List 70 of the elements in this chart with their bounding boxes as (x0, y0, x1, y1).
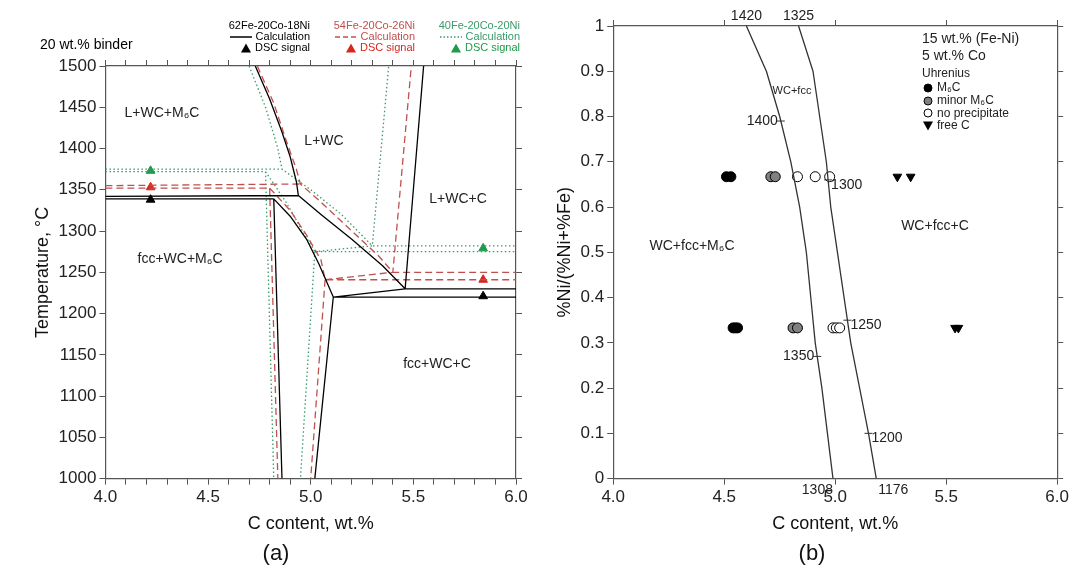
x-axis-title: C content, wt.% (247, 512, 374, 533)
y-tick-label: 1150 (59, 344, 97, 364)
text: 54Fe-20Co-26Ni (332, 19, 415, 31)
y-tick-label: 1 (594, 15, 605, 35)
legend-label: Calculation (255, 30, 310, 42)
x-tick-label: 6.0 (1045, 487, 1069, 507)
text: 40Fe-20Co-20Ni (437, 19, 520, 31)
x-tick-label: 4.0 (93, 487, 118, 507)
y-tick-label: 1350 (58, 179, 97, 199)
y-axis-title: Temperature, °C (31, 206, 52, 338)
y-tick-label: 0.3 (580, 332, 605, 352)
annotation: fcc+WC+C (403, 355, 471, 371)
x-tick-label: 4.0 (601, 487, 626, 507)
y-tick-label: 0.7 (580, 151, 605, 171)
annotation: 15 wt.% (Fe-Ni) (922, 30, 1020, 47)
annotation: 1350 (783, 347, 815, 364)
legend-label: Calculation (465, 30, 520, 42)
annotation: 1250 (850, 316, 882, 333)
y-tick-label: 1300 (58, 220, 97, 240)
annotation: L+WC+M₆C (124, 104, 200, 120)
legend-label: no precipitate (937, 105, 1010, 120)
x-axis-title: C content, wt.% (772, 512, 899, 533)
annotation: L+WC+C (429, 190, 487, 206)
annotation: 5 wt.% Co (922, 47, 987, 64)
text: (a) (262, 539, 290, 565)
y-tick-label: 0.6 (580, 196, 605, 216)
legend-label: M₆C (937, 80, 961, 94)
x-tick-label: 5.5 (934, 487, 959, 507)
y-axis-title: %Ni/(%Ni+%Fe) (553, 187, 574, 318)
y-tick-label: 1100 (59, 385, 97, 405)
annotation: 1420 (730, 6, 763, 23)
legend-label: DSC signal (254, 41, 310, 53)
annotation: 1176 (878, 481, 909, 498)
legend-title: Uhrenius (922, 66, 972, 81)
y-tick-label: 1000 (58, 468, 97, 488)
annotation: 1325 (783, 6, 815, 23)
text: (b) (798, 539, 826, 565)
annotation: WC+fcc+C (901, 217, 969, 233)
legend-label: DSC signal (464, 41, 520, 53)
y-tick-label: 0.2 (580, 377, 605, 397)
y-tick-label: 1200 (58, 303, 97, 323)
annotation: WC+fcc+M₆C (649, 237, 735, 253)
legend-label: DSC signal (359, 41, 415, 53)
y-tick-label: 1450 (58, 96, 97, 116)
legend-label: minor M₆C (937, 92, 994, 107)
y-tick-label: 0.8 (580, 106, 605, 126)
y-tick-label: 1400 (58, 138, 97, 158)
text: 20 wt.% binder (40, 36, 133, 52)
annotation: 1300 (831, 175, 863, 192)
x-tick-label: 6.0 (504, 487, 528, 507)
text: 62Fe-20Co-18Ni (227, 19, 310, 31)
x-tick-label: 5.0 (298, 487, 323, 507)
y-tick-label: 0.5 (580, 241, 605, 261)
x-tick-label: 5.5 (401, 487, 426, 507)
x-tick-label: 4.5 (196, 487, 220, 507)
y-tick-label: 0.1 (580, 423, 605, 443)
y-tick-label: 1050 (58, 427, 97, 447)
annotation: 1400 (746, 111, 779, 128)
legend-label: free C (937, 118, 970, 133)
annotation: 1200 (871, 429, 903, 446)
y-tick-label: 1500 (58, 55, 97, 75)
y-tick-label: 0.4 (580, 287, 605, 307)
y-tick-label: 1250 (58, 261, 97, 281)
annotation: fcc+WC+M₆C (137, 250, 223, 266)
annotation: L+WC (304, 132, 344, 148)
annotation: WC+fcc (772, 84, 812, 96)
y-tick-label: 0 (594, 468, 605, 488)
legend-label: Calculation (360, 30, 415, 42)
x-tick-label: 4.5 (712, 487, 737, 507)
y-tick-label: 0.9 (580, 60, 605, 80)
